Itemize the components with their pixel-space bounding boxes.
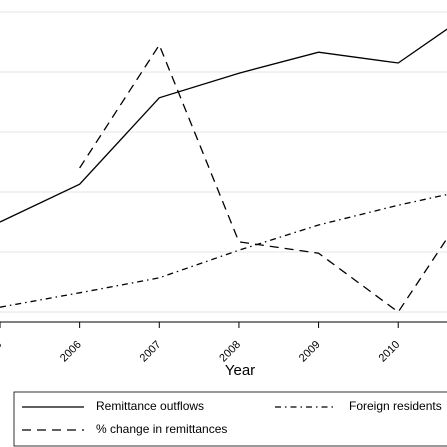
legend-label: Foreign residents [349, 399, 442, 413]
series-line [0, 193, 447, 308]
legend: Remittance outflows Foreign residents % ch… [22, 399, 442, 436]
grid [0, 11, 447, 313]
x-axis-label: Year [225, 362, 255, 379]
legend-box [13, 391, 447, 447]
plot-area [0, 28, 447, 313]
legend-label: Remittance outflows [96, 399, 204, 413]
series-line [0, 28, 447, 223]
legend-label: % change in remittances [96, 422, 227, 436]
series-line [79, 43, 447, 313]
